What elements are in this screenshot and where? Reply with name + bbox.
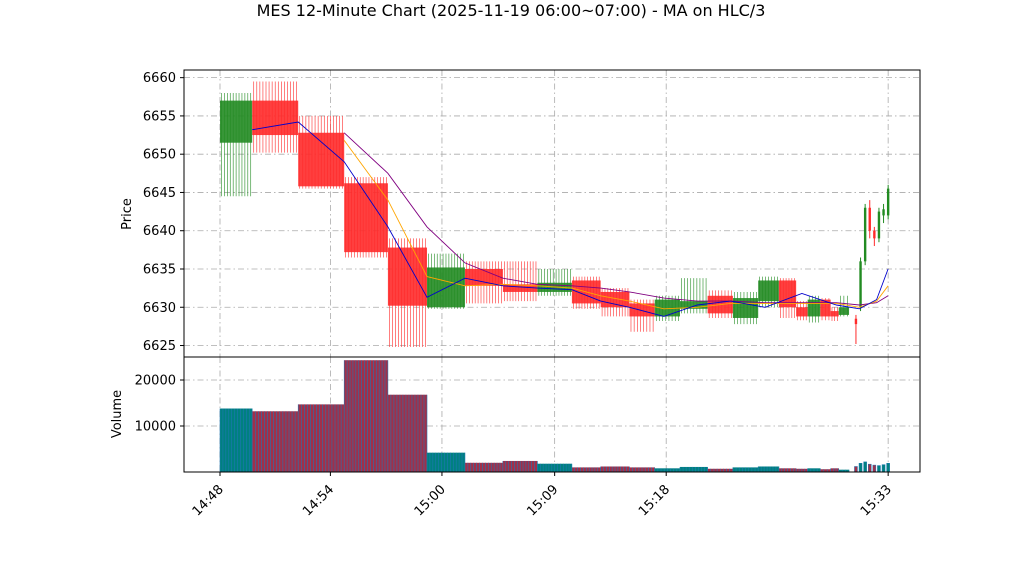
candle-body — [886, 188, 890, 216]
volume-bar — [872, 464, 877, 473]
candle-body — [873, 230, 876, 239]
candle-body — [807, 299, 821, 317]
volume-bar — [854, 466, 858, 473]
volume-bar — [881, 464, 886, 473]
candle-body — [868, 207, 871, 231]
candle-body — [654, 299, 680, 317]
price-tick-label: 6630 — [143, 301, 176, 316]
candle-body — [298, 132, 345, 187]
volume-bar — [758, 466, 779, 472]
volume-bar — [830, 468, 839, 472]
price-tick-label: 6660 — [143, 71, 176, 86]
time-tick-label: 15:33 — [858, 482, 895, 519]
chart-title: MES 12-Minute Chart (2025-11-19 06:00~07… — [257, 1, 766, 20]
ma-mid-line — [343, 140, 889, 310]
candle-body — [882, 209, 885, 216]
time-tick-label: 14:54 — [300, 482, 337, 519]
price-tick-label: 6645 — [143, 186, 176, 201]
volume-bar — [680, 466, 708, 472]
volume-tick-label: 10000 — [135, 420, 176, 435]
candle-body — [600, 291, 630, 308]
moving-average-lines — [252, 121, 889, 317]
volume-bar — [858, 463, 863, 473]
candle-body — [854, 318, 858, 325]
volume-tick-label: 20000 — [135, 374, 176, 389]
time-tick-label: 15:00 — [412, 482, 449, 519]
volume-axis-label: Volume — [110, 390, 125, 438]
time-tick-label: 15:09 — [524, 482, 561, 519]
candle-body — [796, 307, 808, 317]
price-tick-label: 6625 — [143, 339, 176, 354]
volume-bar — [298, 404, 345, 472]
ma-slow-line — [343, 132, 889, 306]
candle-body — [387, 247, 427, 306]
volume-bar — [820, 469, 831, 472]
candle-body — [680, 301, 708, 309]
volume-bar — [344, 360, 388, 472]
volume-bar — [877, 465, 881, 473]
volume-bar — [252, 411, 299, 472]
candle-body — [502, 284, 538, 292]
time-tick-label: 15:18 — [636, 482, 673, 519]
price-axis-label: Price — [120, 198, 135, 230]
ma-fast-line — [252, 121, 889, 317]
candle-body — [877, 211, 881, 239]
time-tick-label: 14:48 — [190, 482, 227, 519]
volume-bar — [464, 462, 503, 472]
candle-body — [820, 299, 831, 317]
candle-body — [863, 207, 867, 262]
volume-bar — [863, 461, 867, 473]
volume-bar — [886, 463, 890, 473]
candle-body — [758, 280, 779, 302]
candle-body — [859, 261, 862, 308]
volume-bars — [219, 360, 890, 473]
candle-body — [838, 307, 850, 315]
candle-body — [830, 311, 839, 317]
candle-body — [464, 268, 503, 286]
volume-panel-frame — [183, 356, 921, 473]
candle-body — [252, 100, 299, 136]
volume-bar — [838, 469, 850, 472]
price-tick-label: 6635 — [143, 262, 176, 277]
price-tick-label: 6650 — [143, 148, 176, 163]
price-tick-label: 6655 — [143, 109, 176, 124]
volume-bar — [427, 452, 465, 472]
candle-body — [220, 100, 253, 143]
volume-bar — [220, 408, 253, 472]
volume-bar — [387, 394, 427, 472]
price-tick-label: 6640 — [143, 224, 176, 239]
candle-body — [629, 303, 655, 317]
volume-bar — [868, 463, 872, 473]
